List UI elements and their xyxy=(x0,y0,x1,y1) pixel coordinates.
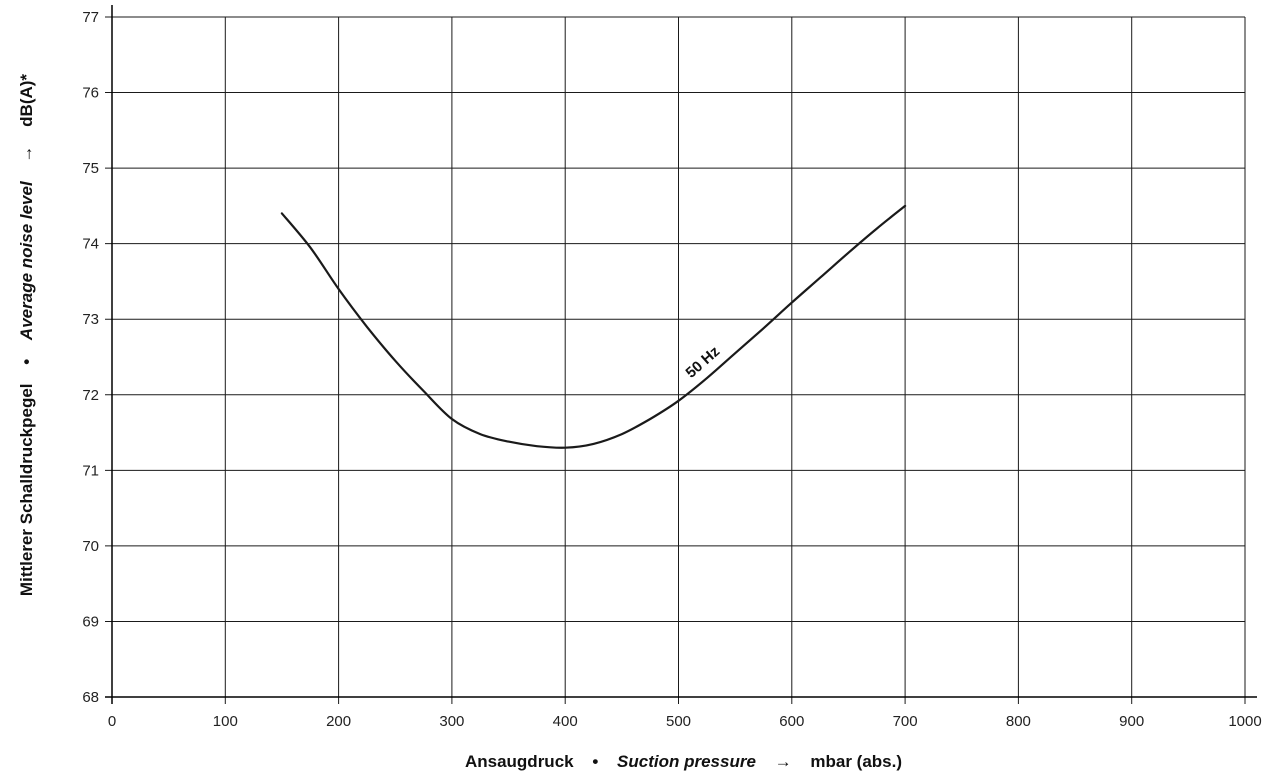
x-tick-label-500: 500 xyxy=(666,713,691,730)
y-axis-title-arrow: → xyxy=(17,146,36,163)
vertical-gridlines xyxy=(111,17,1246,704)
y-tick-label-70: 70 xyxy=(82,538,99,555)
y-tick-label-74: 74 xyxy=(82,236,99,253)
series-label-0: 50 Hz xyxy=(683,343,724,382)
y-tick-labels: 68 69 70 71 72 73 74 75 76 77 xyxy=(82,9,99,706)
y-tick-label-68: 68 xyxy=(82,689,99,706)
x-tick-label-0: 0 xyxy=(108,713,116,730)
series-line-0 xyxy=(280,204,907,449)
x-tick-label-300: 300 xyxy=(439,713,464,730)
y-axis-title: Mittlerer Schalldruckpegel • Average noi… xyxy=(17,74,36,596)
y-axis-title-de: Mittlerer Schalldruckpegel xyxy=(17,383,36,596)
x-tick-label-1000: 1000 xyxy=(1228,713,1261,730)
x-axis-title-separator: • xyxy=(592,752,598,771)
y-tick-label-76: 76 xyxy=(82,85,99,102)
axes xyxy=(105,5,1257,704)
y-tick-label-69: 69 xyxy=(82,613,99,630)
x-tick-label-400: 400 xyxy=(553,713,578,730)
horizontal-gridlines xyxy=(105,16,1245,698)
x-axis-title: Ansaugdruck • Suction pressure → mbar (a… xyxy=(465,752,902,771)
x-axis-title-en: Suction pressure xyxy=(617,752,756,771)
y-axis-title-en: Average noise level xyxy=(17,180,36,341)
x-axis-title-de: Ansaugdruck xyxy=(465,752,574,771)
x-tick-label-600: 600 xyxy=(779,713,804,730)
y-tick-label-77: 77 xyxy=(82,9,99,26)
x-tick-label-200: 200 xyxy=(326,713,351,730)
series-layer: 50 Hz xyxy=(280,204,907,449)
y-axis-title-unit: dB(A)* xyxy=(17,74,36,127)
y-tick-label-71: 71 xyxy=(82,462,99,479)
x-axis-title-arrow: → xyxy=(775,752,792,771)
x-tick-label-900: 900 xyxy=(1119,713,1144,730)
x-tick-label-700: 700 xyxy=(893,713,918,730)
x-tick-label-800: 800 xyxy=(1006,713,1031,730)
y-tick-label-75: 75 xyxy=(82,160,99,177)
x-tick-labels: 0 100 200 300 400 500 600 700 800 900 1000 xyxy=(108,713,1262,730)
y-tick-label-72: 72 xyxy=(82,387,99,404)
y-axis-title-separator: • xyxy=(17,359,36,365)
x-axis-title-unit: mbar (abs.) xyxy=(810,752,902,771)
x-tick-label-100: 100 xyxy=(213,713,238,730)
y-tick-label-73: 73 xyxy=(82,311,99,328)
